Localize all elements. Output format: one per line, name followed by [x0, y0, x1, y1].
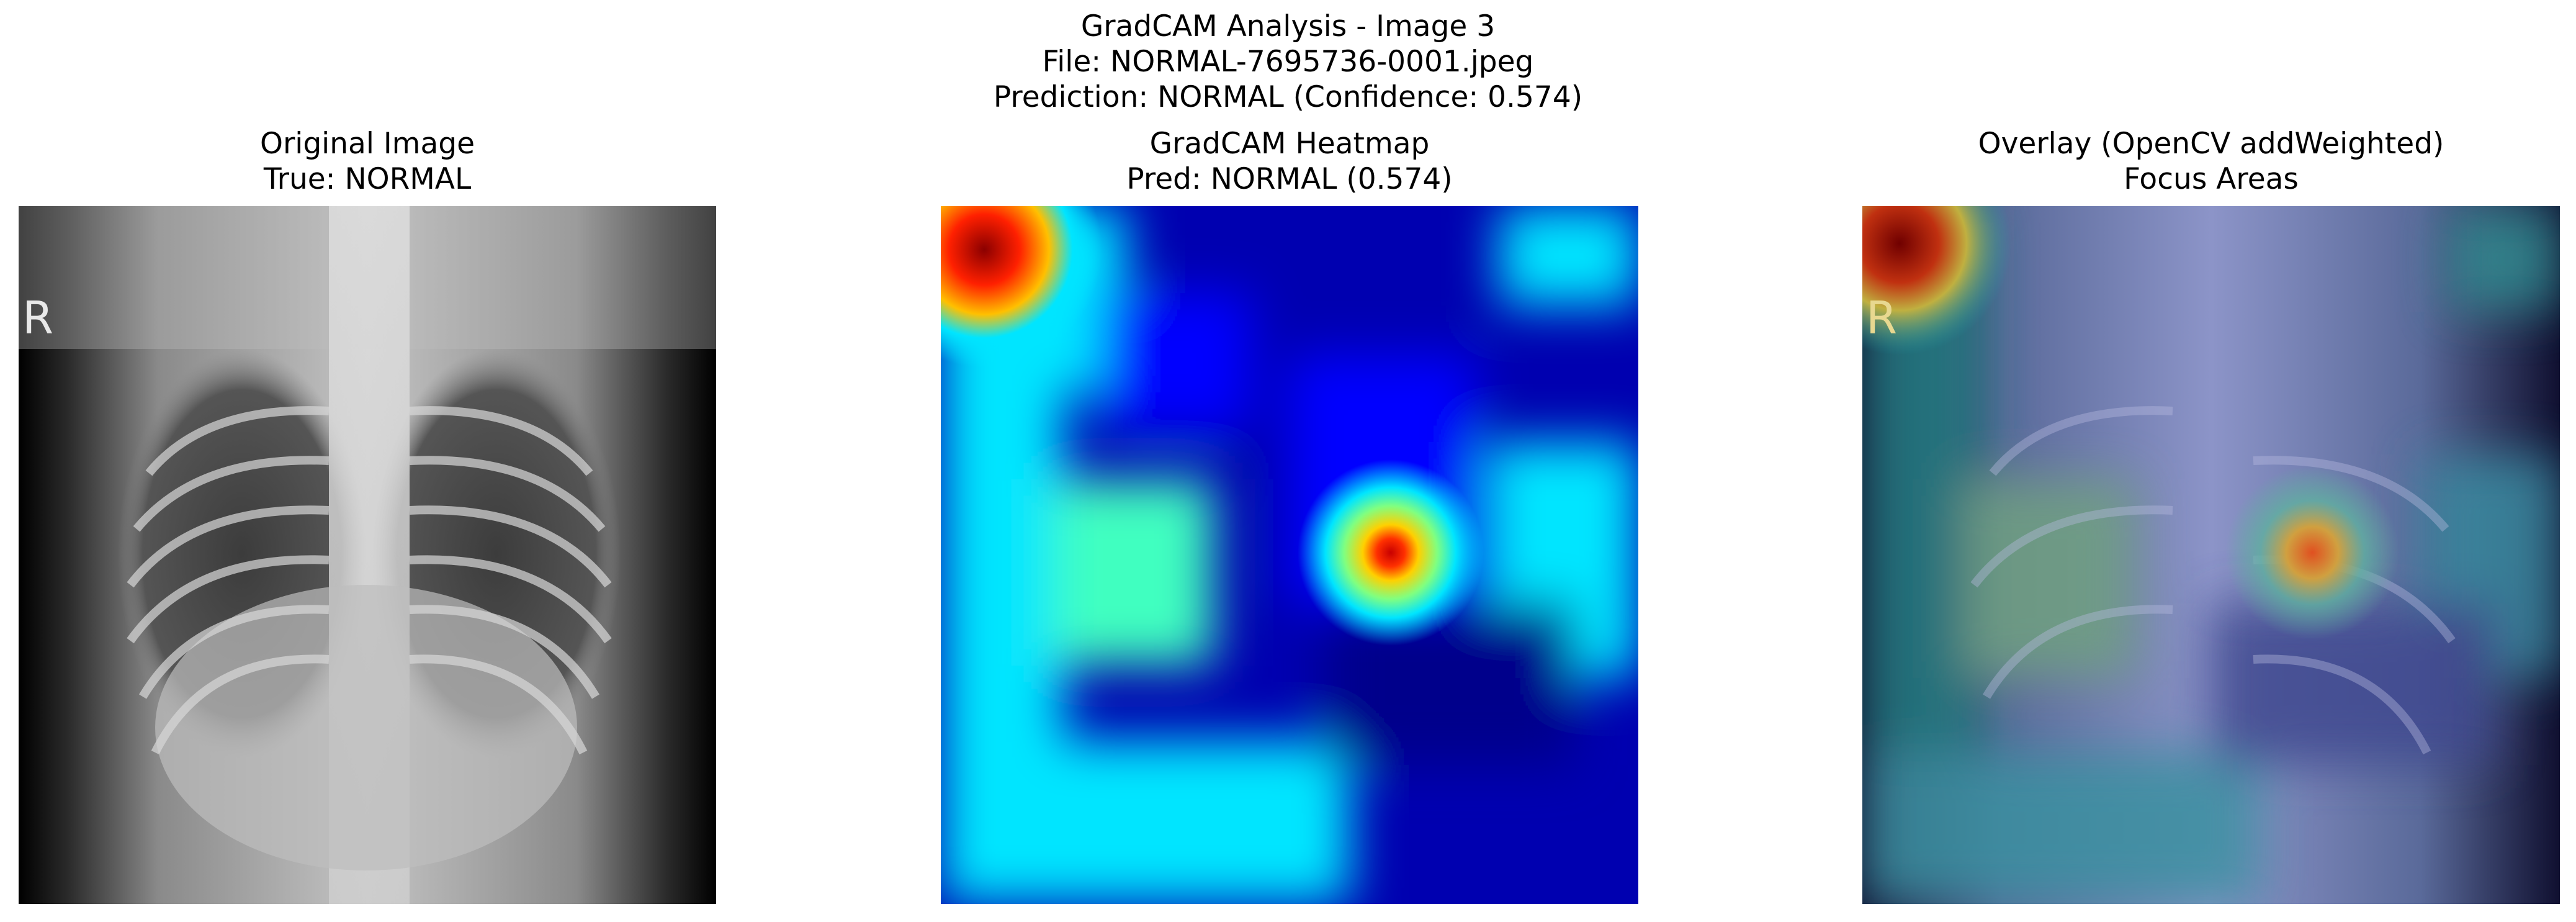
figure-title: GradCAM Analysis - Image 3 File: NORMAL-… [0, 9, 2576, 115]
gradcam-heatmap-image [941, 206, 1638, 904]
panel-title-original: Original Image True: NORMAL [19, 126, 716, 197]
figure-title-line-2: File: NORMAL-7695736-0001.jpeg [1042, 45, 1534, 79]
original-image-panel: R [19, 206, 716, 904]
figure-title-line-3: Prediction: NORMAL (Confidence: 0.574) [993, 80, 1583, 114]
heatmap-image-panel [941, 206, 1638, 904]
panel-title-heatmap-line-1: GradCAM Heatmap [1149, 127, 1430, 161]
panel-title-original-line-2: True: NORMAL [263, 162, 472, 196]
panel-title-overlay: Overlay (OpenCV addWeighted) Focus Areas [1862, 126, 2560, 197]
chest-xray-image: R [19, 206, 716, 904]
panel-title-overlay-line-2: Focus Areas [2124, 162, 2299, 196]
panel-title-heatmap: GradCAM Heatmap Pred: NORMAL (0.574) [941, 126, 1638, 197]
overlay-image: R [1862, 206, 2560, 904]
panel-title-overlay-line-1: Overlay (OpenCV addWeighted) [1978, 127, 2444, 161]
xray-marker: R [22, 292, 53, 344]
overlay-xray-marker: R [1866, 292, 1897, 344]
panel-title-heatmap-line-2: Pred: NORMAL (0.574) [1126, 162, 1453, 196]
ribs [127, 406, 612, 755]
overlay-image-panel: R [1862, 206, 2560, 904]
panel-title-original-line-1: Original Image [259, 127, 475, 161]
figure-title-line-1: GradCAM Analysis - Image 3 [1080, 9, 1496, 43]
